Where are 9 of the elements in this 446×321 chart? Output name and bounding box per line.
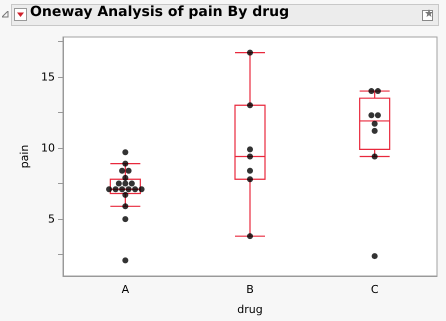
y-tick-label: 10 [41, 141, 55, 154]
chart-title: Oneway Analysis of pain By drug [30, 4, 290, 20]
x-tick-label: A [122, 283, 130, 296]
y-tick-label: 5 [48, 212, 55, 226]
x-axis-title: drug [237, 303, 263, 316]
x-tick-label: C [370, 283, 379, 296]
y-axis-title: pain [18, 144, 32, 168]
x-tick-label: B [246, 283, 254, 296]
y-tick-label: 15 [41, 70, 55, 84]
